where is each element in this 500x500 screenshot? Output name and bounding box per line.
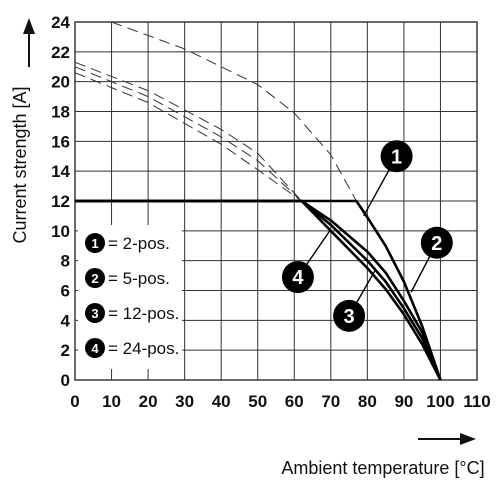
x-tick-label: 20 — [139, 392, 158, 411]
annotation-badge-number: 4 — [292, 267, 304, 289]
legend-badge-4 — [85, 338, 105, 358]
annotation-badge-2 — [420, 226, 453, 259]
x-tick-label: 70 — [321, 392, 340, 411]
y-tick-label: 6 — [61, 282, 70, 301]
y-tick-label: 10 — [51, 222, 70, 241]
legend-badge-number: 2 — [91, 271, 98, 286]
legend-badge-2 — [85, 268, 105, 288]
x-tick-label: 50 — [248, 392, 267, 411]
y-axis-arrow — [23, 18, 35, 67]
y-tick-label: 12 — [51, 192, 70, 211]
y-tick-label: 16 — [51, 132, 70, 151]
y-tick-label: 14 — [51, 162, 70, 181]
annotation-badge-number: 1 — [391, 146, 402, 168]
x-tick-label: 80 — [358, 392, 377, 411]
x-tick-label: 100 — [426, 392, 454, 411]
y-tick-label: 0 — [61, 371, 70, 390]
legend-label: = 12-pos. — [108, 304, 179, 323]
legend-badge-1 — [85, 233, 105, 253]
legend-badge-number: 1 — [91, 236, 98, 251]
annotation-badge-number: 3 — [344, 306, 355, 328]
legend: 1 = 2-pos. 2 = 5-pos. 3 = 12-pos. 4 = 24-pos. — [78, 225, 182, 369]
series-1-line — [75, 199, 442, 381]
legend-badge-3 — [85, 303, 105, 323]
series-2-dashed-line — [74, 61, 302, 202]
series-4-dashed-line — [74, 72, 302, 202]
y-tick-label: 8 — [61, 252, 70, 271]
legend-badge-number: 3 — [91, 306, 98, 321]
x-tick-label: 90 — [394, 392, 413, 411]
y-tick-label: 2 — [61, 341, 70, 360]
annotation-badge-1 — [380, 140, 413, 173]
y-tick-label: 20 — [51, 73, 70, 92]
series-3-dashed-line — [74, 66, 302, 202]
tick-labels: 0 10 20 30 40 50 60 70 80 90 100 110024681012141618… — [51, 13, 491, 411]
annotation-badge-3 — [333, 299, 366, 332]
legend-badge-number: 4 — [91, 341, 99, 356]
legend-label: = 2-pos. — [108, 234, 170, 253]
x-tick-label: 60 — [285, 392, 304, 411]
annotation-badge-4 — [281, 261, 314, 294]
curve-annotations: 1 2 3 4 — [281, 140, 453, 332]
x-axis-arrow — [418, 433, 476, 445]
y-tick-label: 18 — [51, 103, 70, 122]
x-tick-label: 0 — [70, 392, 79, 411]
legend-label: = 5-pos. — [108, 269, 170, 288]
x-tick-label: 40 — [212, 392, 231, 411]
legend-label: = 24-pos. — [108, 339, 179, 358]
y-tick-label: 22 — [51, 43, 70, 62]
annotation-badge-number: 2 — [431, 233, 442, 255]
curves — [74, 21, 442, 381]
y-tick-label: 24 — [51, 13, 70, 32]
x-tick-label: 110 — [463, 392, 490, 411]
x-tick-label: 30 — [175, 392, 194, 411]
x-axis-title: Ambient temperature [°C] — [281, 458, 484, 478]
x-tick-label: 10 — [102, 392, 121, 411]
y-tick-label: 4 — [61, 311, 71, 330]
y-axis-title: Current strength [A] — [10, 86, 30, 243]
series-4-line — [75, 199, 442, 381]
